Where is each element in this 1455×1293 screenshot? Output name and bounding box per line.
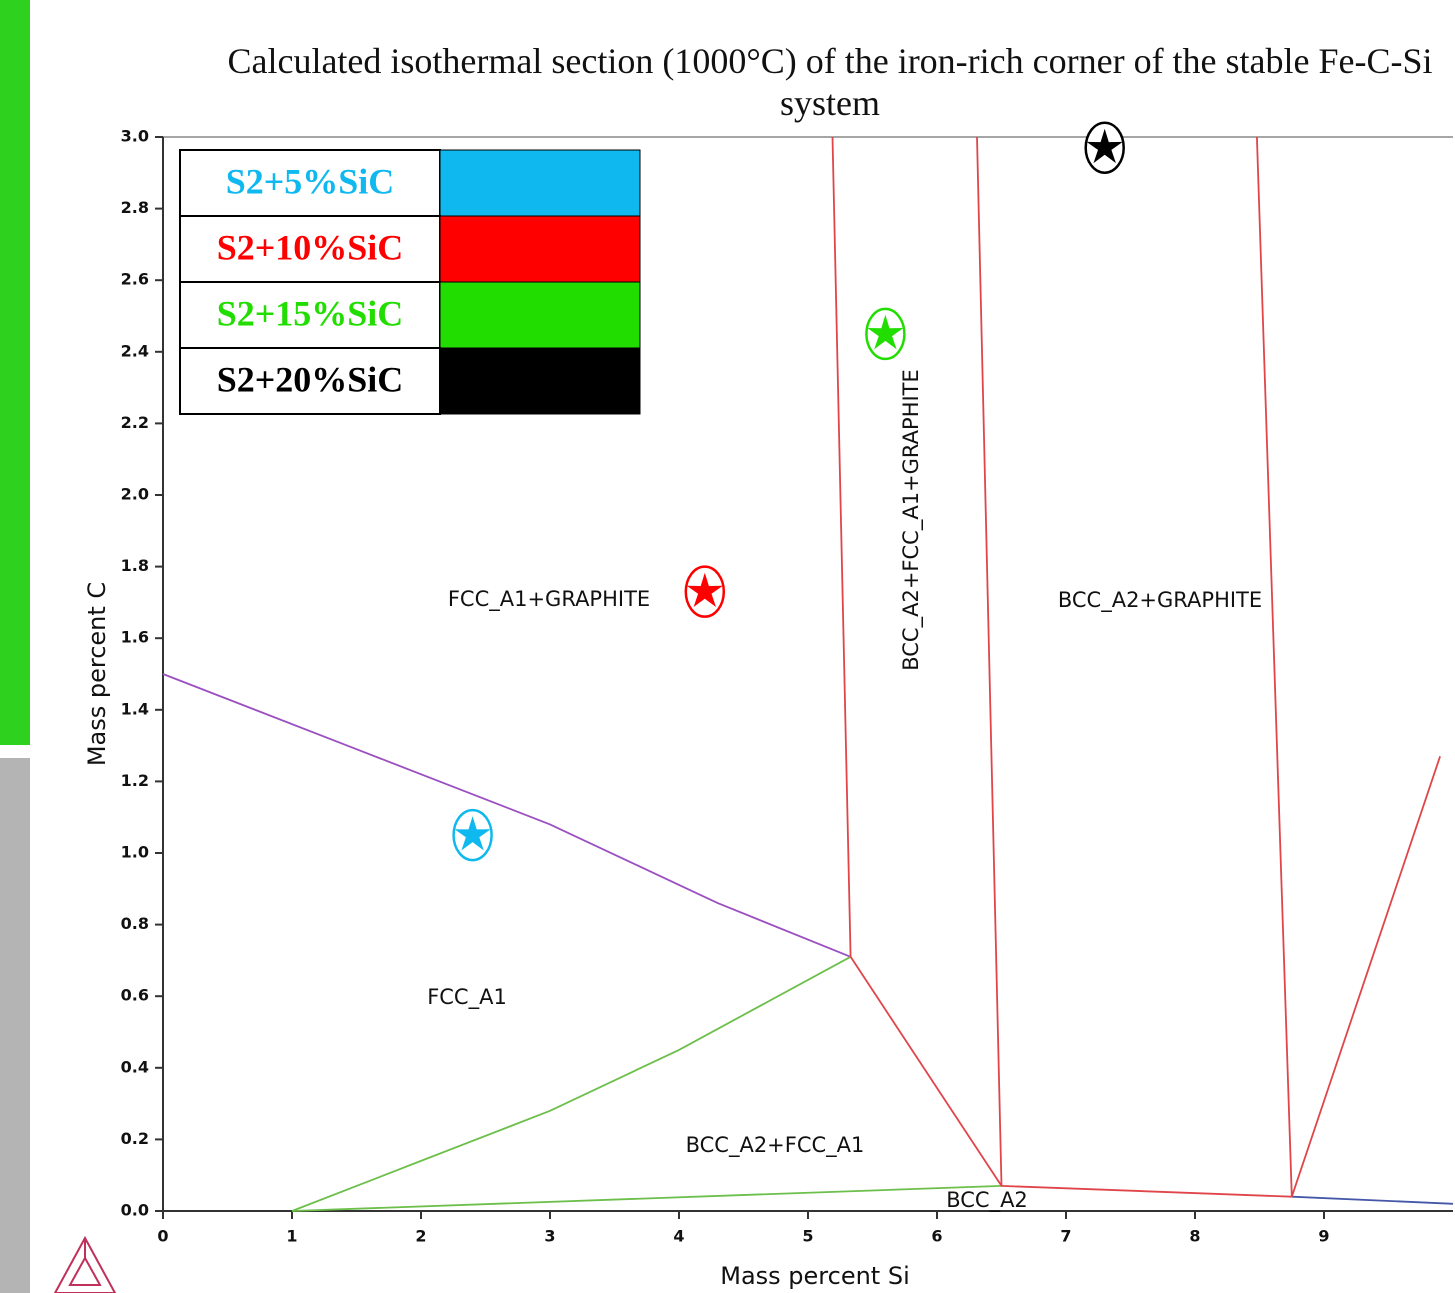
legend-label: S2+20%SiC (217, 359, 404, 399)
y-tick-label: 0.4 (121, 1057, 149, 1076)
region-label: BCC_A2 (946, 1188, 1028, 1213)
region-label: FCC_A1 (427, 985, 507, 1010)
legend-label: S2+15%SiC (217, 293, 404, 333)
sample-marker (454, 810, 492, 860)
phase-boundary (1292, 1197, 1453, 1204)
legend-color-cell (440, 282, 640, 348)
legend-color-cell (440, 216, 640, 282)
sem-strip (0, 758, 30, 1293)
y-tick-label: 2.2 (121, 413, 149, 432)
sample-marker (866, 309, 904, 359)
y-tick-label: 0.6 (121, 986, 149, 1005)
page: {"chart_data": { "type": "line", "title"… (0, 0, 1455, 1293)
x-tick-label: 6 (931, 1227, 942, 1246)
legend-color-cell (440, 348, 640, 414)
x-tick-label: 8 (1189, 1227, 1200, 1246)
y-axis-label: Mass percent C (83, 582, 111, 766)
phase-boundary (1257, 137, 1292, 1197)
phase-boundary (163, 674, 851, 957)
chart: 0.0 0.2 0.4 0.6 0.8 1.0 1.2 1.4 1.6 1.8 2.0 2.2 2.4 2… (0, 0, 1455, 1293)
y-tick-label: 2.4 (121, 341, 149, 360)
region-label: BCC_A2+FCC_A1+GRAPHITE (899, 369, 924, 671)
sample-marker (686, 567, 724, 617)
y-tick-label: 3.0 (121, 127, 149, 146)
region-label: BCC_A2+GRAPHITE (1058, 588, 1262, 613)
region-label: BCC_A2+FCC_A1 (686, 1133, 865, 1158)
y-tick-label: 0.8 (121, 914, 149, 933)
micrograph-strip (0, 0, 30, 745)
y-tick-label: 0.0 (121, 1201, 149, 1220)
sample-marker (1086, 123, 1124, 173)
phase-boundary (292, 957, 851, 1211)
x-tick-label: 3 (544, 1227, 555, 1246)
y-tick-label: 1.0 (121, 843, 149, 862)
phase-boundary (1292, 756, 1440, 1196)
y-tick-label: 1.6 (121, 628, 149, 647)
phase-boundary (833, 137, 851, 957)
x-tick-label: 1 (286, 1227, 297, 1246)
y-tick-label: 1.8 (121, 556, 149, 575)
y-tick-label: 2.6 (121, 270, 149, 289)
region-label: FCC_A1+GRAPHITE (448, 587, 650, 612)
phase-boundary (851, 957, 1292, 1197)
y-tick-label: 1.2 (121, 771, 149, 790)
x-tick-label: 7 (1060, 1227, 1071, 1246)
legend-label: S2+5%SiC (226, 161, 395, 201)
x-tick-label: 2 (415, 1227, 426, 1246)
x-tick-label: 4 (673, 1227, 684, 1246)
x-tick-label: 9 (1318, 1227, 1329, 1246)
legend-label: S2+10%SiC (217, 227, 404, 267)
y-tick-label: 1.4 (121, 699, 149, 718)
legend-color-cell (440, 150, 640, 216)
x-axis-label: Mass percent Si (720, 1262, 910, 1290)
phase-boundary (977, 137, 1002, 1186)
logo (55, 1238, 115, 1293)
y-tick-label: 2.0 (121, 485, 149, 504)
x-tick-label: 5 (802, 1227, 813, 1246)
x-tick-label: 0 (157, 1227, 168, 1246)
y-tick-label: 2.8 (121, 198, 149, 217)
y-tick-label: 0.2 (121, 1129, 149, 1148)
phase-boundary (292, 1186, 1002, 1211)
